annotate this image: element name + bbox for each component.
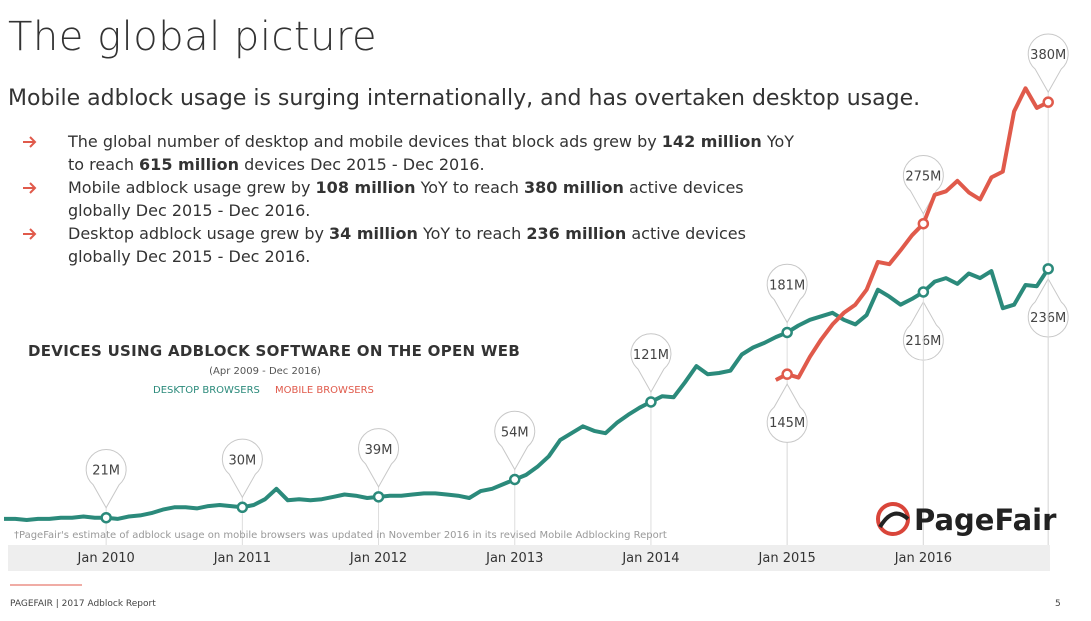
bullet-text: active devices globally Dec 2015 - Dec 2… xyxy=(68,178,744,220)
data-label: 121M xyxy=(633,348,669,363)
x-tick-label: Jan 2010 xyxy=(77,551,135,566)
bullet: The global number of desktop and mobile … xyxy=(20,130,808,176)
callout-pin xyxy=(630,333,672,393)
chart-title: DEVICES USING ADBLOCK SOFTWARE ON THE OP… xyxy=(28,342,520,360)
data-point xyxy=(917,286,930,298)
x-axis-band xyxy=(8,545,1050,571)
x-tick-label: Jan 2011 xyxy=(213,551,271,566)
data-label: 145M xyxy=(769,416,805,431)
series-line xyxy=(4,267,1050,522)
bullet-text: YoY to reach xyxy=(417,224,527,243)
x-tick-label: Jan 2012 xyxy=(349,551,407,566)
x-tick-label: Jan 2014 xyxy=(621,551,679,566)
data-label: 181M xyxy=(769,278,805,293)
x-tick-label: Jan 2013 xyxy=(485,551,543,566)
callout-pin xyxy=(1027,33,1069,94)
callout-pin xyxy=(902,155,944,215)
bullet-text: YoY to reach xyxy=(68,132,795,174)
data-point xyxy=(372,491,385,503)
data-point xyxy=(1042,96,1054,108)
callout-pin xyxy=(766,263,808,324)
data-point xyxy=(509,473,521,486)
bullet-arrow xyxy=(23,228,37,240)
bullet-text: Desktop adblock usage grew by xyxy=(68,224,330,243)
data-label: 30M xyxy=(228,453,256,468)
data-label: 54M xyxy=(501,425,529,440)
callout-pin xyxy=(221,438,263,499)
data-point xyxy=(1042,263,1054,275)
data-point xyxy=(781,326,793,339)
callout-pin xyxy=(358,428,400,488)
subtitle: Mobile adblock usage is surging internat… xyxy=(8,86,921,111)
data-point xyxy=(781,368,793,380)
data-label: 380M xyxy=(1030,48,1066,63)
bullet-emphasis: 142 million xyxy=(661,132,762,151)
bullet: Mobile adblock usage grew by 108 million… xyxy=(20,176,808,222)
logo: PageFair xyxy=(876,502,1057,537)
data-point xyxy=(236,501,249,514)
logo-text: PageFair xyxy=(914,503,1057,537)
data-label: 275M xyxy=(905,170,941,185)
data-point xyxy=(100,511,112,524)
bullet-text: active devices globally Dec 2015 - Dec 2… xyxy=(68,224,746,266)
bullet-text: devices Dec 2015 - Dec 2016. xyxy=(239,155,485,174)
callout-pin xyxy=(766,383,808,443)
bullet-arrow xyxy=(23,136,37,148)
bullet-text: Mobile adblock usage grew by xyxy=(68,178,316,197)
footnote: †PageFair's estimate of adblock usage on… xyxy=(14,530,667,541)
bullet-emphasis: 108 million xyxy=(315,178,416,197)
data-label: 21M xyxy=(92,464,120,479)
data-point xyxy=(917,217,930,230)
bullet-emphasis: 236 million xyxy=(526,224,627,243)
x-tick-label: Jan 2015 xyxy=(758,551,816,566)
logo-icon xyxy=(876,502,910,536)
bullet-emphasis: 615 million xyxy=(139,155,240,174)
callout-pin xyxy=(85,449,127,509)
series-line xyxy=(774,86,1050,382)
page-number: 5 xyxy=(1055,599,1061,609)
callout-pin xyxy=(494,410,536,471)
x-tick-label: Jan 2016 xyxy=(894,551,952,566)
bullet: Desktop adblock usage grew by 34 million… xyxy=(20,222,808,268)
legend-entry: DESKTOP BROWSERS xyxy=(153,385,260,396)
bullet-emphasis: 34 million xyxy=(329,224,418,243)
data-point xyxy=(645,396,657,408)
legend-entry: MOBILE BROWSERS xyxy=(275,385,374,396)
footer: PAGEFAIR | 2017 Adblock Report xyxy=(10,599,156,609)
logo-icon xyxy=(878,511,910,529)
bullet-list: The global number of desktop and mobile … xyxy=(20,130,808,268)
bullet-text: YoY to reach xyxy=(415,178,524,197)
bullet-emphasis: 380 million xyxy=(523,178,624,197)
data-label: 39M xyxy=(365,443,393,458)
title: The global picture xyxy=(8,14,378,60)
chart-subtitle: (Apr 2009 - Dec 2016) xyxy=(209,366,321,377)
bullet-arrow xyxy=(23,182,37,194)
plot xyxy=(4,86,1054,524)
bullet-text: The global number of desktop and mobile … xyxy=(68,132,662,151)
